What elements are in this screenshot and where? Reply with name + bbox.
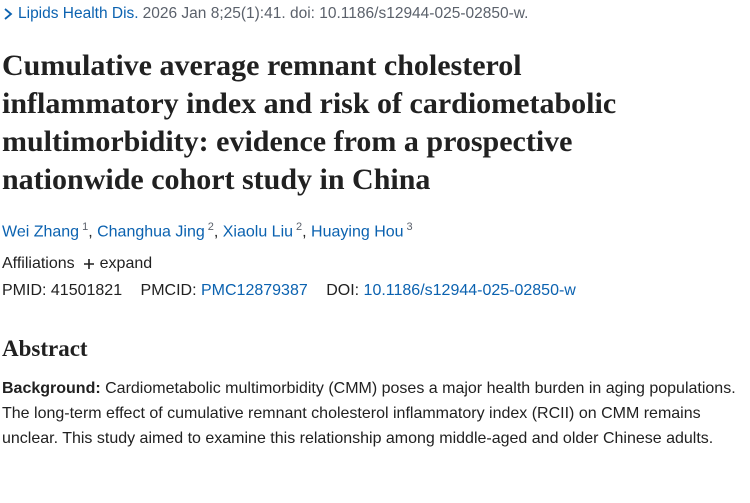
expand-toggle[interactable]: expand xyxy=(83,255,153,273)
pmcid-label: PMCID: xyxy=(140,282,197,300)
article-title: Cumulative average remnant cholesterol i… xyxy=(2,47,742,199)
journal-link[interactable]: Lipids Health Dis. xyxy=(18,5,139,22)
affiliation-number[interactable]: 2 xyxy=(207,221,214,233)
title-line: multimorbidity: evidence from a prospect… xyxy=(2,125,573,158)
author-link[interactable]: Wei Zhang xyxy=(2,223,80,241)
expand-label[interactable]: expand xyxy=(99,255,153,273)
title-line: inflammatory index and risk of cardiomet… xyxy=(2,87,617,120)
author-link[interactable]: Xiaolu Liu xyxy=(222,223,294,241)
title-line: nationwide cohort study in China xyxy=(2,163,431,196)
affiliations: Affiliations expand xyxy=(2,255,742,273)
section-label: Background: xyxy=(2,380,101,398)
pmid: 41501821 xyxy=(50,282,123,300)
plus-icon xyxy=(83,259,94,270)
abstract-background: Background: Cardiometabolic multimorbidi… xyxy=(2,376,742,451)
author-list: Wei Zhang 1, Changhua Jing 2, Xiaolu Liu 2,… xyxy=(2,221,413,241)
identifiers: PMID: 41501821 PMCID: PMC12879387 DOI: 1… xyxy=(2,282,742,300)
affiliation-number[interactable]: 3 xyxy=(406,221,413,233)
doi-link[interactable]: 10.1186/s12944-025-02850-w xyxy=(363,282,576,300)
abstract-heading: Abstract xyxy=(2,336,88,362)
author-link[interactable]: Changhua Jing xyxy=(97,223,205,241)
doi-label: DOI: xyxy=(326,282,360,300)
affiliation-number[interactable]: 2 xyxy=(296,221,303,233)
title-line: Cumulative average remnant cholesterol xyxy=(2,49,522,82)
citation: Lipids Health Dis. 2026 Jan 8;25(1):41. … xyxy=(2,3,742,25)
citation-details: 2026 Jan 8;25(1):41. doi: 10.1186/s12944… xyxy=(142,5,529,22)
affiliation-number[interactable]: 1 xyxy=(82,221,89,233)
section-text: Cardiometabolic multimorbidity (CMM) pos… xyxy=(2,380,736,448)
pmcid-link[interactable]: PMC12879387 xyxy=(201,282,308,300)
article: Lipids Health Dis. 2026 Jan 8;25(1):41. … xyxy=(0,3,750,451)
chevron-icon xyxy=(4,8,13,20)
author-link[interactable]: Huaying Hou xyxy=(311,223,404,241)
affiliations-label: Affiliations xyxy=(2,255,75,273)
pmid-label: PMID: xyxy=(2,282,47,300)
body: Lipids Health Dis. 2026 Jan 8;25(1):41. … xyxy=(0,3,750,503)
